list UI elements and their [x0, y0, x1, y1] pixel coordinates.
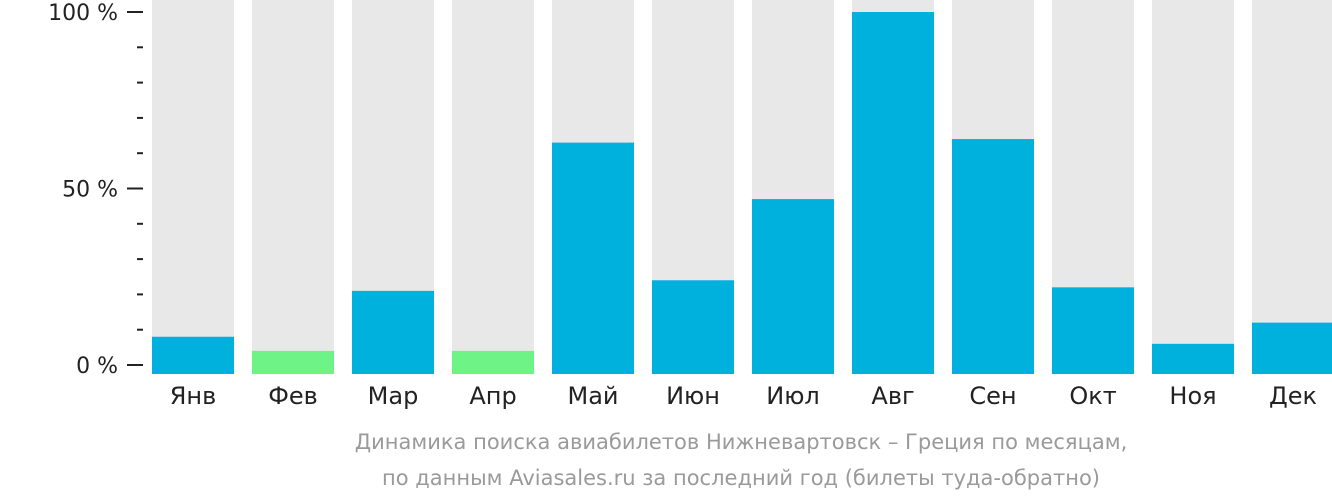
x-category-label: Июн [666, 382, 720, 410]
bar [1052, 287, 1134, 374]
bar-chart: 0 % 50 % 100 % Янв Фев Мар Апр Май Июн Июл Авг Сен О… [48, 0, 1332, 410]
bar [652, 280, 734, 374]
x-category-label: Янв [170, 382, 217, 410]
y-tick-label: 0 % [76, 354, 118, 379]
chart-caption-line-1: Динамика поиска авиабилетов Нижневартовс… [354, 430, 1128, 454]
chart-caption-line-2: по данным Aviasales.ru за последний год … [382, 466, 1100, 490]
bar-background [252, 0, 334, 374]
x-category-label: Мар [368, 382, 419, 410]
bar [952, 139, 1034, 374]
x-category-label: Июл [766, 382, 820, 410]
x-category-label: Окт [1069, 382, 1116, 410]
bar [452, 350, 534, 374]
bar [552, 142, 634, 374]
y-tick-label: 100 % [48, 1, 118, 26]
bar-background [1252, 0, 1332, 374]
bar [1152, 343, 1234, 374]
x-category-label: Авг [871, 382, 914, 410]
y-tick-label: 50 % [62, 178, 118, 203]
bar [852, 12, 934, 374]
x-category-label: Сен [969, 382, 1016, 410]
bar [752, 199, 834, 374]
bar-background [152, 0, 234, 374]
bar [352, 290, 434, 374]
bar-background [1152, 0, 1234, 374]
bar [252, 350, 334, 374]
x-category-label: Май [567, 382, 618, 410]
x-category-label: Фев [268, 382, 318, 410]
bar [1252, 322, 1332, 374]
x-category-label: Апр [469, 382, 516, 410]
bar-background [452, 0, 534, 374]
x-category-label: Ноя [1169, 382, 1216, 410]
bar [152, 336, 234, 374]
x-category-label: Дек [1269, 382, 1317, 410]
